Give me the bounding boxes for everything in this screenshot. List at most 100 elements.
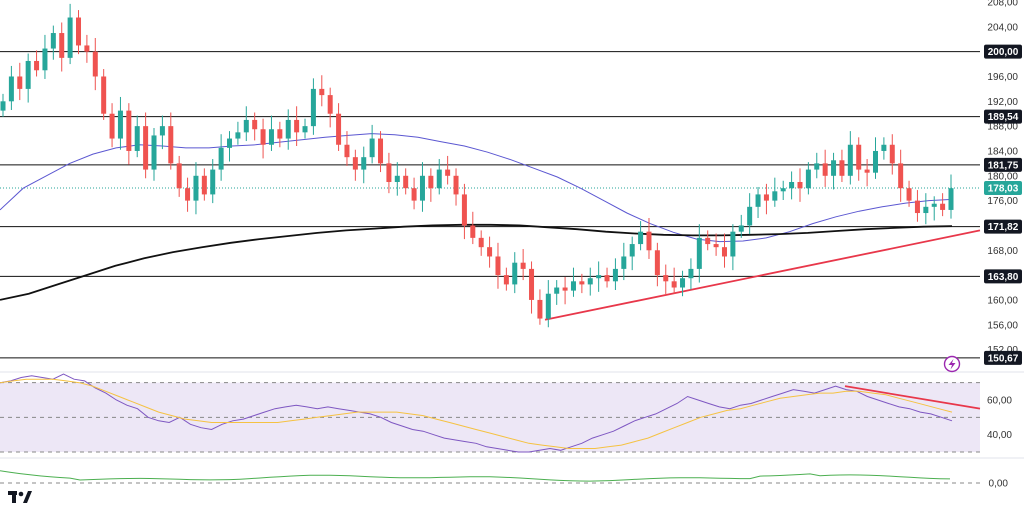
candle-body (378, 138, 384, 164)
level-badge-label: 181,75 (988, 160, 1019, 171)
candle (260, 118, 266, 159)
candle-body (503, 275, 509, 285)
candle (612, 258, 618, 290)
candle (67, 3, 73, 65)
candle (772, 177, 778, 207)
candle (428, 168, 434, 202)
level-badge-label: 200,00 (988, 47, 1019, 58)
candle-body (403, 175, 409, 189)
candle (34, 50, 40, 77)
candle-body (839, 160, 845, 176)
candle-body (461, 194, 467, 226)
candle-body (654, 250, 660, 276)
candle-body (109, 113, 115, 139)
level-badge-label: 189,54 (988, 112, 1019, 123)
price-axis: 208,00 204,00 200,00 196,00 192,00 188,00 184,… (984, 0, 1022, 365)
candle-body (352, 157, 358, 170)
candle-body (763, 194, 769, 201)
candle-body (814, 163, 820, 170)
candle-body (76, 17, 82, 46)
level-badge (984, 44, 1022, 59)
candle-body (436, 169, 442, 189)
candle-body (243, 119, 249, 133)
candle-body (705, 237, 711, 245)
trendline (544, 229, 981, 321)
price-tick-label: 168,00 (987, 246, 1018, 257)
candle-body (134, 126, 140, 151)
candle-body (596, 275, 602, 279)
candle-body (847, 144, 853, 176)
candle (59, 22, 65, 72)
candle (218, 134, 224, 181)
candle-body (797, 182, 803, 189)
candle (403, 168, 409, 195)
candle (579, 273, 585, 294)
candle (268, 115, 274, 151)
candle-body (369, 138, 375, 158)
candle (369, 124, 375, 164)
candle (822, 149, 828, 187)
logo-shape (12, 491, 16, 503)
lightning-icon-bolt (948, 359, 956, 370)
candle (159, 115, 165, 150)
candle-body (629, 244, 635, 257)
candle-body (864, 169, 870, 173)
candle-body (327, 95, 333, 114)
candle-body (117, 110, 123, 139)
candle (663, 264, 669, 295)
rsi-trendline (844, 385, 981, 410)
price-panel (0, 3, 981, 359)
candle (302, 118, 308, 139)
candle-body (0, 101, 6, 111)
candle (520, 249, 526, 281)
candle-body (143, 126, 149, 170)
candle (168, 112, 174, 170)
level-badge (984, 269, 1022, 284)
candle (419, 162, 425, 212)
candle (84, 34, 90, 63)
rsi-tick-label: 60,00 (987, 396, 1012, 407)
candle-body (545, 293, 551, 319)
candle (638, 221, 644, 251)
price-tick-label: 204,00 (987, 22, 1018, 33)
level-badge (984, 219, 1022, 234)
oscillator-panel: 0,00 (0, 457, 1024, 490)
candle-body (747, 206, 753, 226)
candle (906, 180, 912, 207)
candle (721, 233, 727, 268)
candle (126, 103, 132, 165)
candle-body (587, 278, 593, 285)
candle-body (856, 144, 862, 170)
candle (17, 62, 23, 101)
price-tick-label: 184,00 (987, 146, 1018, 157)
candle (839, 149, 845, 182)
candle-body (680, 278, 686, 288)
candle (310, 78, 316, 135)
candle-body (319, 88, 325, 96)
candle-body (831, 160, 837, 176)
candle-body (25, 60, 31, 89)
candle-body (889, 144, 895, 164)
candle-body (906, 188, 912, 201)
candle-body (554, 287, 560, 294)
lightning-icon[interactable] (943, 355, 961, 373)
price-tick-label: 156,00 (987, 320, 1018, 331)
candle (596, 261, 602, 292)
candle (8, 65, 14, 110)
candle-body (159, 126, 165, 136)
candle (453, 168, 459, 206)
candle (646, 218, 652, 259)
logo-shape (18, 491, 24, 497)
candle (587, 267, 593, 296)
candle (394, 162, 400, 196)
candle (143, 112, 149, 179)
candle (109, 103, 115, 148)
candle-body (529, 268, 535, 300)
level-badge-label: 171,82 (988, 222, 1019, 233)
price-tick-label: 176,00 (987, 196, 1018, 207)
candle (562, 276, 568, 305)
candle (604, 267, 610, 288)
candle-body (646, 231, 652, 251)
candle-body (520, 262, 526, 269)
